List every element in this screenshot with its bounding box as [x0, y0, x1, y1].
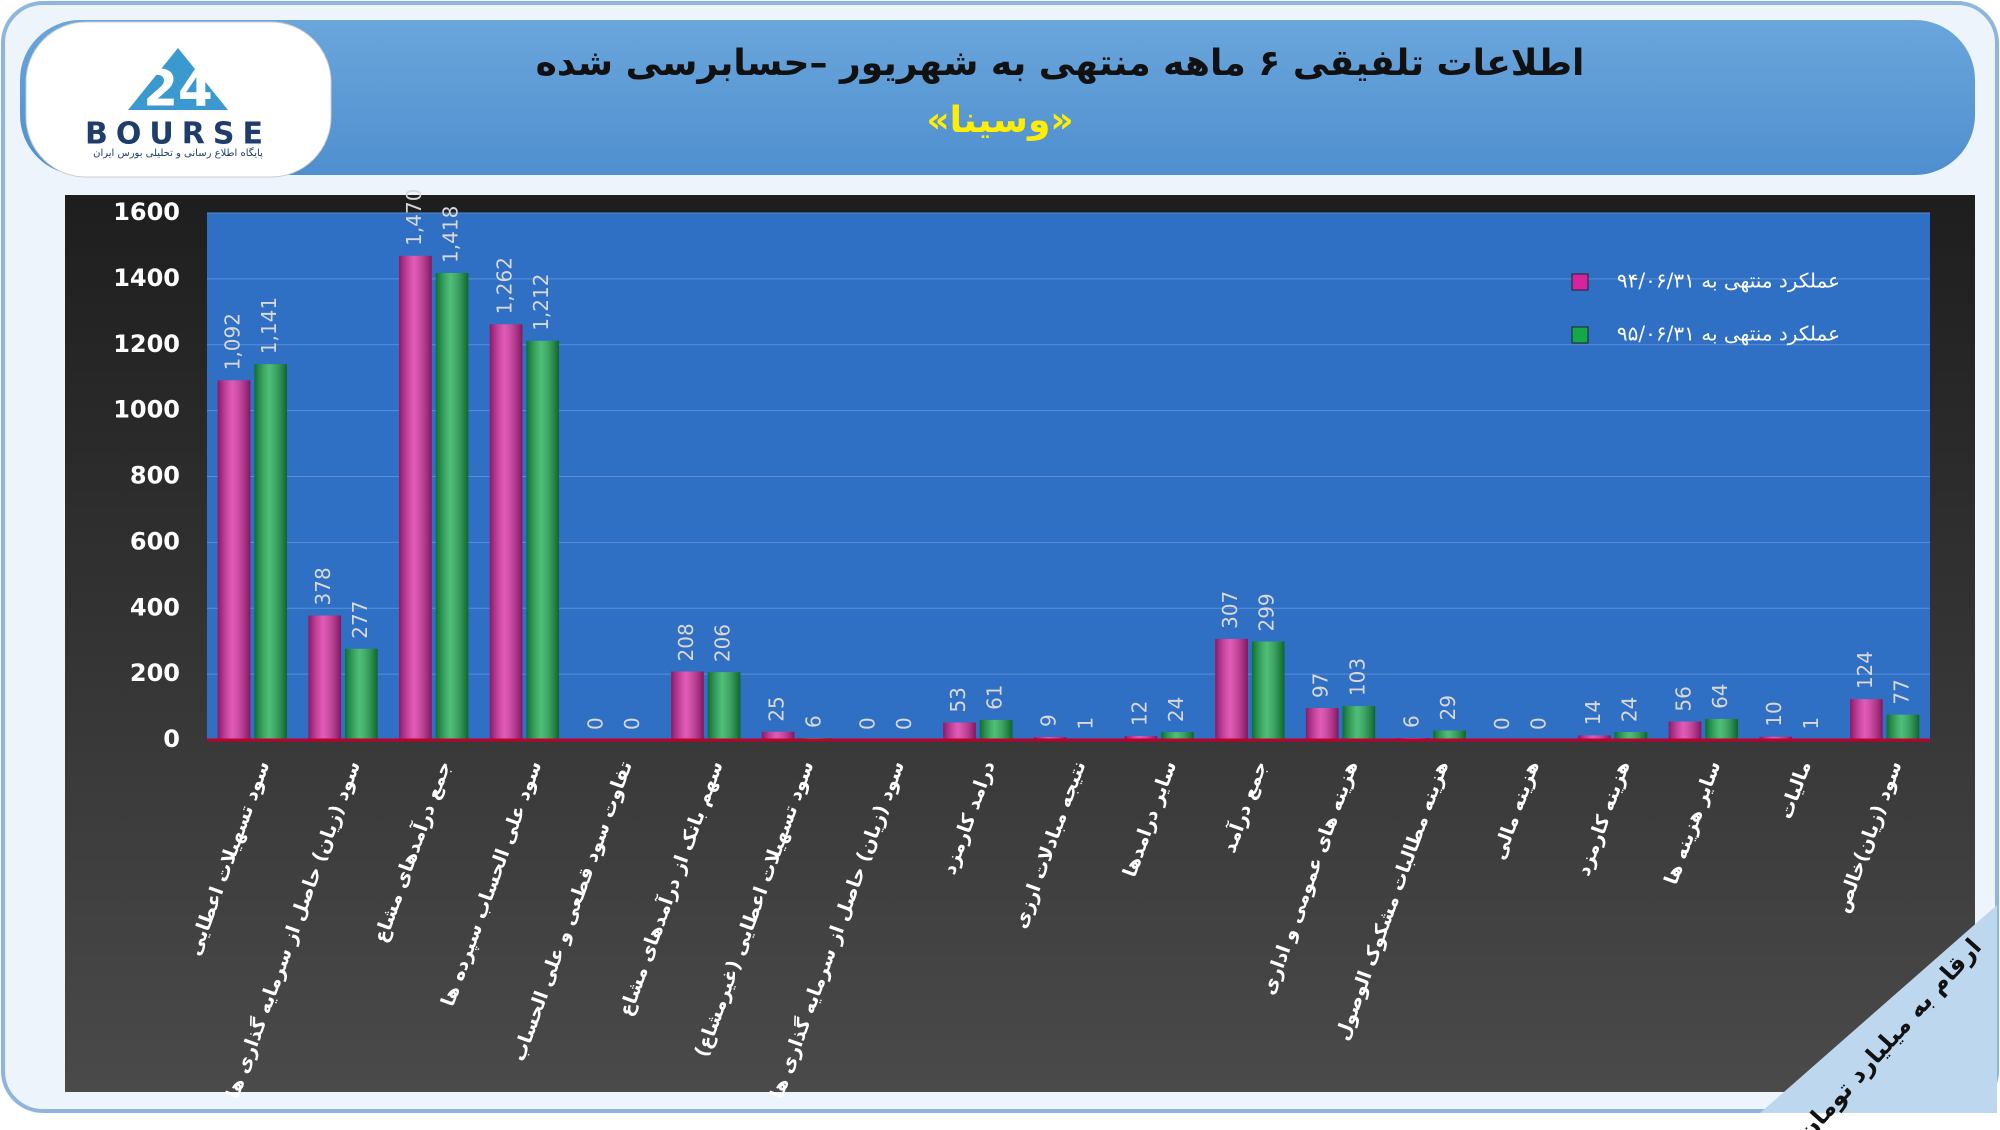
value-label: 0 [1527, 717, 1551, 730]
bar-shade [399, 255, 432, 740]
bar-shade [671, 671, 704, 740]
value-label: 6 [801, 715, 825, 728]
y-tick-label: 1200 [113, 330, 180, 358]
logo-triangle [128, 48, 228, 110]
value-label: 1,141 [257, 297, 281, 354]
value-label: 97 [1309, 673, 1333, 698]
value-label: 1,092 [221, 313, 245, 370]
y-tick-label: 1600 [113, 198, 180, 226]
bar-shade [308, 615, 342, 740]
bar-shade [979, 719, 1013, 740]
bar-shade [1161, 732, 1194, 740]
legend-marker [1571, 273, 1589, 291]
y-tick-label: 600 [130, 527, 180, 555]
bar-shade [1759, 736, 1792, 740]
value-label: 378 [311, 567, 335, 605]
y-tick-label: 0 [163, 725, 180, 753]
bar-shade [761, 731, 795, 740]
chart-subtitle: «وسینا» [926, 100, 1073, 141]
bar-shade [1433, 730, 1466, 740]
bar-shade [1251, 641, 1285, 740]
corner-band [1760, 905, 1997, 1113]
legend-label: عملکرد منتهی به ۹۴/۰۶/۳۱ [1617, 269, 1840, 293]
value-label: 0 [583, 717, 607, 730]
value-label: 299 [1255, 593, 1279, 631]
bar-shade [1215, 638, 1248, 740]
value-label: 103 [1345, 658, 1369, 696]
value-label: 6 [1399, 715, 1423, 728]
value-label: 1,262 [493, 257, 517, 314]
bar-shade [1886, 714, 1920, 740]
bar-shade [1305, 708, 1339, 740]
y-tick-label: 800 [130, 462, 180, 490]
value-label: 124 [1853, 651, 1877, 689]
value-label: 56 [1671, 686, 1695, 711]
value-label: 64 [1708, 683, 1732, 708]
value-label: 208 [674, 623, 698, 661]
logo-tagline: پایگاه اطلاع رسانی و تحلیلی بورس ایران [93, 147, 263, 159]
bar-shade [489, 324, 523, 740]
bar-shade [345, 648, 378, 740]
value-label: 0 [620, 717, 644, 730]
value-label: 29 [1436, 695, 1460, 720]
value-label: 61 [983, 684, 1007, 709]
value-label: 1 [1799, 717, 1823, 730]
value-label: 14 [1581, 700, 1605, 725]
value-label: 25 [765, 696, 789, 721]
value-label: 0 [1490, 717, 1514, 730]
value-label: 53 [946, 687, 970, 712]
bar-shade [217, 380, 251, 740]
value-label: 0 [892, 717, 916, 730]
y-tick-label: 1000 [113, 396, 180, 424]
value-label: 206 [711, 624, 735, 662]
value-label: 307 [1218, 591, 1242, 629]
bar-shade [1850, 699, 1883, 740]
value-label: 24 [1617, 697, 1641, 722]
bar-shade [943, 722, 976, 740]
chart-title: اطلاعات تلفیقی ۶ ماهه منتهی به شهریور –ح… [536, 43, 1585, 84]
bar-shade [1614, 732, 1648, 740]
bar-shade [1668, 721, 1702, 740]
logo-name: BOURSE [85, 117, 271, 152]
bar-shade [254, 364, 287, 740]
logo-number: 24 [143, 60, 213, 118]
bar-shade [1577, 735, 1611, 740]
value-label: 9 [1037, 714, 1061, 727]
value-label: 12 [1127, 701, 1151, 726]
legend-label: عملکرد منتهی به ۹۵/۰۶/۳۱ [1617, 322, 1840, 346]
value-label: 277 [348, 601, 372, 639]
value-label: 77 [1889, 679, 1913, 704]
value-label: 24 [1164, 697, 1188, 722]
bar-shade [707, 672, 741, 740]
bar-shade [1124, 736, 1158, 740]
value-label: 1,418 [439, 206, 463, 263]
bar-shade [1342, 706, 1376, 740]
value-label: 0 [855, 717, 879, 730]
value-label: 10 [1762, 701, 1786, 726]
header-bar [20, 20, 1975, 175]
value-label: 1,470 [402, 189, 426, 246]
value-label: 1 [1073, 717, 1097, 730]
bar-shade [1705, 718, 1738, 740]
bar-shade [435, 272, 469, 740]
y-tick-label: 1400 [113, 264, 180, 292]
value-label: 1,212 [529, 274, 553, 331]
bar-shade [526, 340, 560, 740]
y-tick-label: 400 [130, 593, 180, 621]
y-tick-label: 200 [130, 659, 180, 687]
legend-marker [1571, 326, 1589, 344]
